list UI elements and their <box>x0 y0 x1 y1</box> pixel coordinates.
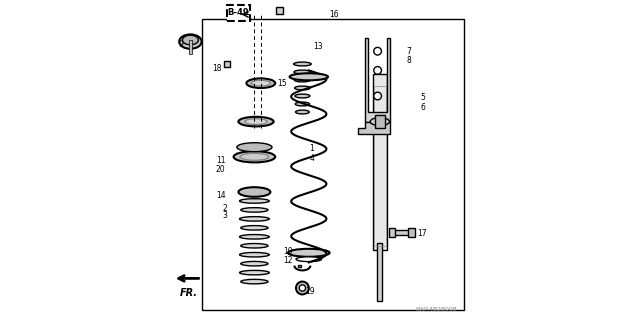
Ellipse shape <box>290 73 328 80</box>
Text: 17: 17 <box>418 229 428 238</box>
Text: 4: 4 <box>310 154 314 163</box>
Ellipse shape <box>294 78 310 82</box>
Bar <box>374 86 385 246</box>
Text: 3: 3 <box>223 212 227 220</box>
Text: 9: 9 <box>178 40 183 49</box>
Ellipse shape <box>238 187 270 197</box>
Text: 8: 8 <box>406 56 411 65</box>
Ellipse shape <box>240 153 269 160</box>
Bar <box>189 40 192 54</box>
Text: 11: 11 <box>216 156 225 164</box>
Ellipse shape <box>296 110 309 114</box>
Ellipse shape <box>246 78 275 88</box>
Ellipse shape <box>239 235 269 239</box>
Ellipse shape <box>241 208 268 212</box>
Bar <box>298 265 301 267</box>
Text: 5: 5 <box>421 93 426 102</box>
Ellipse shape <box>182 35 198 45</box>
Ellipse shape <box>239 270 269 275</box>
Ellipse shape <box>252 80 271 86</box>
Text: 20: 20 <box>216 165 226 174</box>
Text: 19: 19 <box>305 287 315 296</box>
Text: 10: 10 <box>283 247 293 256</box>
Text: 18: 18 <box>212 64 221 73</box>
Ellipse shape <box>234 151 275 163</box>
Text: 16: 16 <box>330 10 339 19</box>
Circle shape <box>296 282 308 294</box>
Ellipse shape <box>237 143 272 152</box>
Text: 12: 12 <box>283 256 292 265</box>
Bar <box>375 115 385 128</box>
Text: 1: 1 <box>310 144 314 153</box>
FancyBboxPatch shape <box>227 5 250 21</box>
Ellipse shape <box>241 261 268 266</box>
Bar <box>388 228 394 237</box>
Text: B-49: B-49 <box>228 8 249 17</box>
Ellipse shape <box>239 199 269 203</box>
Ellipse shape <box>241 279 268 284</box>
Ellipse shape <box>239 252 269 257</box>
Polygon shape <box>365 38 390 122</box>
Text: 13: 13 <box>314 42 323 51</box>
Circle shape <box>374 67 381 74</box>
Circle shape <box>374 92 381 100</box>
Bar <box>390 230 411 235</box>
Bar <box>202 19 464 310</box>
Ellipse shape <box>294 70 311 74</box>
Ellipse shape <box>294 86 310 90</box>
Text: FR.: FR. <box>180 288 198 298</box>
Polygon shape <box>358 122 390 134</box>
Bar <box>224 61 230 67</box>
Text: 2: 2 <box>223 204 227 212</box>
Circle shape <box>374 47 381 55</box>
Ellipse shape <box>370 118 390 126</box>
Text: 15: 15 <box>278 79 287 88</box>
Ellipse shape <box>245 119 268 124</box>
Bar <box>275 7 283 14</box>
Ellipse shape <box>239 117 274 126</box>
Text: 6: 6 <box>421 103 426 112</box>
Circle shape <box>300 285 306 291</box>
Ellipse shape <box>296 257 322 262</box>
Bar <box>378 243 383 301</box>
Bar <box>408 228 415 237</box>
Text: 14: 14 <box>216 191 226 200</box>
Text: 7: 7 <box>406 47 412 56</box>
Ellipse shape <box>288 249 330 257</box>
Ellipse shape <box>295 94 310 98</box>
Ellipse shape <box>179 35 202 49</box>
Ellipse shape <box>241 226 268 230</box>
Text: SWA4B28008: SWA4B28008 <box>416 307 458 312</box>
Ellipse shape <box>295 102 310 106</box>
Ellipse shape <box>241 244 268 248</box>
Ellipse shape <box>239 217 269 221</box>
Bar <box>372 74 387 250</box>
Ellipse shape <box>294 62 311 66</box>
